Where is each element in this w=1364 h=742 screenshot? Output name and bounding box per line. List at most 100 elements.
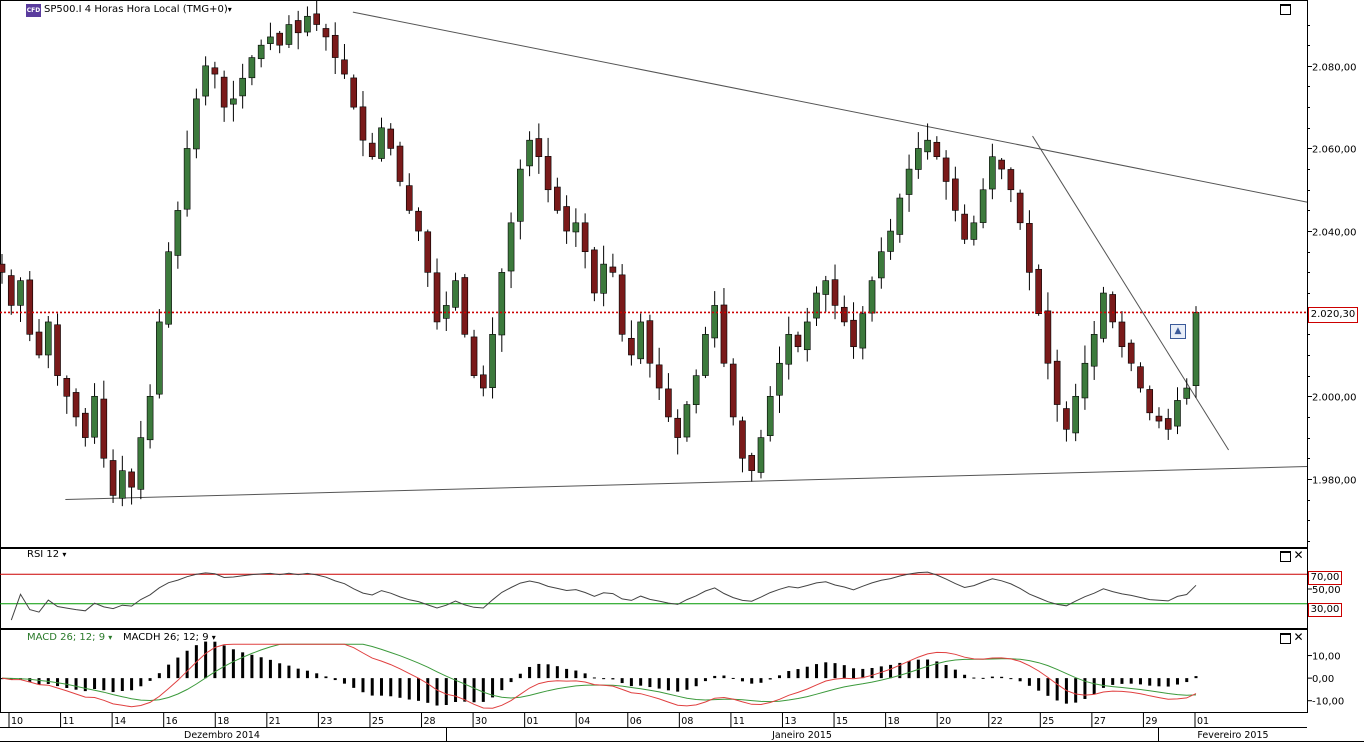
candle <box>794 331 802 353</box>
candle-bull-body <box>600 263 607 294</box>
macd-histogram-bar <box>1055 678 1059 701</box>
macd-histogram-bar <box>620 678 624 684</box>
macd-histogram-bar <box>259 657 263 679</box>
time-tick-label: 06 <box>630 716 642 727</box>
macd-histogram-bar <box>907 660 911 679</box>
candle <box>702 326 709 379</box>
rsi-level-30-tag: 30,00 <box>1308 603 1342 617</box>
candle-bear-body <box>1007 169 1015 191</box>
macd-histogram-bar <box>889 664 893 679</box>
candle <box>915 132 922 179</box>
candle-bear-body <box>933 141 941 158</box>
candle-bear-body <box>1155 415 1163 422</box>
rsi-line <box>10 571 1197 621</box>
candle-bear-body <box>748 455 756 471</box>
rsi-panel-frame <box>0 548 1308 629</box>
candle-bull-body <box>526 139 533 167</box>
macd-histogram-bar <box>379 678 383 696</box>
macd-label-dropdown[interactable]: MACD 26; 12; 9 ▾ <box>27 632 112 643</box>
macd-maximize-icon[interactable] <box>1280 633 1291 644</box>
candle-bear-body <box>1026 223 1033 273</box>
candle-bear-body <box>276 32 283 46</box>
macd-histogram-bar <box>130 678 134 691</box>
macd-axis: 10,00 0,00 -10,00 <box>1307 652 1344 708</box>
macd-histogram-bar <box>694 678 698 687</box>
candle-bear-body <box>1137 366 1144 389</box>
time-tick-label: 11 <box>63 716 75 727</box>
macd-histogram-bar <box>157 673 161 679</box>
macdh-label-dropdown[interactable]: MACDH 26; 12; 9 ▾ <box>123 632 216 643</box>
macd-histogram-bar <box>1175 678 1179 685</box>
macd-close-icon[interactable]: ✕ <box>1293 630 1304 644</box>
candle-bull-body <box>702 334 709 376</box>
macd-histogram-bar <box>759 678 763 683</box>
candle <box>415 207 422 242</box>
candle-bull-body <box>239 77 246 97</box>
candle-bear-body <box>220 76 228 108</box>
candle-bull-body <box>17 280 24 306</box>
candle-bear-body <box>535 138 543 158</box>
macd-histogram-bar <box>305 670 309 679</box>
candle <box>933 136 941 160</box>
macd-histogram-bar <box>352 678 356 688</box>
rsi-maximize-icon[interactable] <box>1280 551 1291 562</box>
macd-histogram-bar <box>74 678 78 690</box>
candle <box>1118 311 1126 358</box>
rsi-levels <box>0 573 1307 605</box>
rsi-close-icon[interactable]: ✕ <box>1293 548 1304 562</box>
candle-bear-body <box>1164 418 1172 430</box>
candle <box>646 314 654 378</box>
candle <box>378 117 385 162</box>
macd-tick-label: 0,00 <box>1312 674 1334 685</box>
maximize-icon[interactable] <box>1280 4 1291 15</box>
rsi-label-dropdown[interactable]: RSI 12 ▾ <box>27 549 66 560</box>
candle-bear-body <box>396 145 404 182</box>
candle <box>405 173 413 214</box>
candle-bull-body <box>156 321 163 395</box>
time-tick-label: 20 <box>939 716 951 727</box>
candle <box>0 253 6 284</box>
macdh-label: MACDH 26; 12; 9 <box>123 632 209 643</box>
chart-title-dropdown[interactable]: SP500.I 4 Horas Hora Local (TMG+0)▾ <box>44 3 232 17</box>
candle <box>119 455 126 507</box>
macd-histogram-bar <box>528 666 532 679</box>
candle-bear-body <box>0 263 6 273</box>
candle-bear-body <box>850 319 857 348</box>
candle <box>785 316 793 380</box>
candle-bear-body <box>480 374 487 389</box>
candle-bear-body <box>128 471 135 488</box>
candle-bull-body <box>267 36 274 44</box>
macd-histogram-bar <box>1046 678 1050 696</box>
candle <box>128 468 135 505</box>
candle-bull-body <box>859 313 867 349</box>
trendline <box>65 466 1308 501</box>
candle-bear-body <box>100 398 108 459</box>
candle <box>368 132 376 160</box>
candle-bear-body <box>331 34 339 58</box>
candle-bear-body <box>82 412 89 438</box>
macd-histogram-bar <box>250 654 254 679</box>
candle-bull-body <box>822 280 830 295</box>
macd-histogram-bar <box>685 678 689 690</box>
macd-histogram-bar <box>1111 678 1115 685</box>
candle-bull-body <box>304 15 311 33</box>
candle <box>998 158 1005 180</box>
alert-marker-icon[interactable]: ▲ <box>1170 324 1186 339</box>
candle-bull-body <box>1090 334 1098 367</box>
macd-histogram-bar <box>509 678 513 683</box>
candle-bear-body <box>1118 321 1126 348</box>
macd-histogram-bar <box>296 668 300 679</box>
candle-bull-body <box>813 292 820 319</box>
time-tick-label: 28 <box>423 716 435 727</box>
candle-bull-body <box>507 222 515 272</box>
candle-bull-body <box>174 210 182 256</box>
price-tick-label: 2.060,00 <box>1312 145 1357 156</box>
candle-bull-body <box>905 168 913 195</box>
candle <box>961 204 968 244</box>
trendline <box>1032 135 1230 451</box>
macd-histogram-bar <box>1129 678 1133 684</box>
macd-histogram-bar <box>657 678 661 689</box>
macd-histogram-bar <box>370 678 374 696</box>
macd-histogram-bar <box>815 664 819 679</box>
candle <box>979 178 987 229</box>
